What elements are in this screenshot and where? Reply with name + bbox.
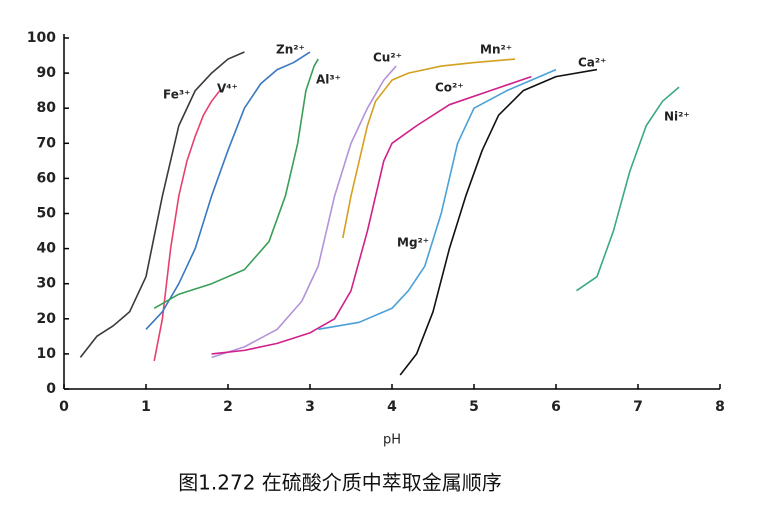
y-tick-label: 30	[37, 276, 57, 292]
x-tick-label: 5	[469, 399, 479, 415]
series-label: Fe³⁺	[163, 88, 190, 102]
series-label: Ca²⁺	[578, 56, 607, 70]
series-line	[211, 75, 532, 355]
series-line	[153, 58, 319, 309]
series-label: Zn²⁺	[276, 43, 305, 57]
x-tick-label: 0	[59, 399, 69, 415]
y-tick-label: 100	[27, 30, 56, 46]
x-axis-label: pH	[383, 433, 401, 448]
y-tick-label: 20	[37, 311, 57, 327]
caption: 图1.272 在硫酸介质中萃取金属顺序	[178, 471, 502, 495]
x-tick-label: 6	[551, 399, 561, 415]
y-tick-label: 60	[37, 170, 57, 186]
y-tick-label: 90	[37, 65, 57, 81]
series-line	[211, 65, 397, 359]
series-label: Cu²⁺	[373, 51, 402, 65]
y-tick-label: 50	[37, 206, 57, 222]
x-tick-label: 4	[387, 399, 397, 415]
series-line	[79, 51, 245, 358]
x-tick-label: 1	[141, 399, 151, 415]
series-label: Mn²⁺	[480, 43, 512, 57]
y-tick-label: 70	[37, 135, 57, 151]
series-line	[153, 90, 221, 362]
series-line	[145, 51, 311, 330]
x-tick-label: 7	[633, 399, 643, 415]
series-label: V⁴⁺	[217, 82, 238, 96]
x-tick-label: 2	[223, 399, 233, 415]
series-label: Co²⁺	[435, 81, 464, 95]
series-line	[399, 68, 598, 376]
series-label: Mg²⁺	[397, 236, 429, 250]
y-tick-label: 80	[37, 100, 57, 116]
series-line	[576, 86, 680, 292]
series-line	[342, 58, 516, 239]
x-tick-label: 3	[305, 399, 315, 415]
y-tick-label: 10	[37, 346, 57, 362]
series-line	[318, 68, 557, 331]
series-label: Al³⁺	[316, 73, 341, 87]
series-label: Ni²⁺	[664, 110, 690, 124]
y-tick-label: 40	[37, 241, 57, 257]
y-tick-label: 0	[46, 381, 56, 397]
x-tick-label: 8	[715, 399, 725, 415]
